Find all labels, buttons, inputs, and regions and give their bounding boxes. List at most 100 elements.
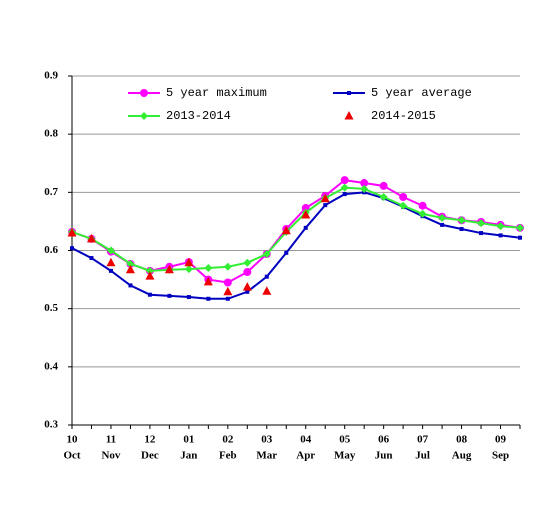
marker bbox=[125, 264, 135, 274]
marker bbox=[479, 231, 484, 236]
x-tick-label: 09 bbox=[495, 434, 507, 446]
marker bbox=[262, 249, 271, 258]
x-tick-sublabel: May bbox=[334, 450, 356, 462]
marker bbox=[225, 296, 230, 301]
x-tick-label: 10 bbox=[67, 434, 79, 446]
legend-marker bbox=[140, 89, 148, 97]
x-tick-sublabel: Jul bbox=[415, 450, 430, 462]
x-tick-label: 06 bbox=[378, 434, 390, 446]
marker bbox=[457, 216, 466, 225]
marker bbox=[164, 264, 174, 274]
marker bbox=[203, 276, 213, 286]
marker bbox=[145, 271, 155, 280]
marker bbox=[518, 235, 522, 240]
y-tick-label: 0.5 bbox=[44, 302, 58, 314]
marker bbox=[440, 222, 445, 227]
x-tick-sublabel: Feb bbox=[219, 450, 237, 462]
marker bbox=[399, 201, 408, 210]
x-tick-label: 01 bbox=[183, 434, 194, 446]
marker bbox=[223, 278, 232, 287]
marker bbox=[438, 213, 447, 222]
marker bbox=[86, 233, 96, 243]
marker bbox=[262, 286, 272, 295]
marker bbox=[243, 268, 252, 277]
marker bbox=[418, 201, 427, 210]
marker bbox=[67, 228, 77, 237]
legend-marker bbox=[140, 112, 148, 120]
marker bbox=[223, 286, 233, 296]
y-tick-label: 0.8 bbox=[44, 128, 58, 140]
x-tick-label: 02 bbox=[222, 434, 234, 446]
marker bbox=[323, 203, 328, 208]
y-tick-label: 0.3 bbox=[44, 419, 58, 431]
marker bbox=[108, 268, 113, 273]
x-tick-label: 11 bbox=[106, 434, 116, 446]
legend-marker bbox=[347, 91, 351, 95]
marker bbox=[167, 293, 172, 298]
legend-label: 5 year maximum bbox=[166, 86, 267, 100]
legend-marker bbox=[344, 111, 354, 120]
x-tick-sublabel: Oct bbox=[63, 450, 80, 462]
marker bbox=[147, 292, 152, 297]
marker bbox=[145, 266, 154, 275]
marker bbox=[360, 184, 369, 193]
x-tick-label: 03 bbox=[261, 434, 273, 446]
marker bbox=[106, 246, 115, 255]
marker bbox=[223, 262, 232, 271]
marker bbox=[498, 233, 503, 238]
marker bbox=[477, 219, 486, 228]
marker bbox=[379, 181, 388, 190]
marker bbox=[340, 183, 349, 192]
x-tick-sublabel: Mar bbox=[256, 450, 277, 462]
marker bbox=[301, 210, 311, 219]
series-line bbox=[71, 191, 521, 300]
legend-label: 2013-2014 bbox=[166, 109, 231, 123]
x-tick-sublabel: Apr bbox=[296, 450, 315, 462]
x-tick-sublabel: Sep bbox=[492, 450, 509, 462]
x-tick-label: 12 bbox=[144, 434, 156, 446]
marker bbox=[186, 295, 191, 300]
marker bbox=[281, 225, 291, 235]
marker bbox=[184, 265, 193, 274]
marker bbox=[303, 225, 308, 230]
y-tick-label: 0.9 bbox=[44, 70, 58, 82]
x-tick-label: 05 bbox=[339, 434, 351, 446]
marker bbox=[245, 289, 250, 294]
marker bbox=[418, 209, 427, 218]
marker bbox=[128, 283, 133, 288]
y-tick-label: 0.6 bbox=[44, 244, 58, 256]
marker bbox=[284, 250, 289, 255]
marker bbox=[379, 192, 388, 201]
marker bbox=[360, 179, 369, 188]
marker bbox=[264, 274, 269, 279]
legend-label: 2014-2015 bbox=[371, 109, 436, 123]
marker bbox=[320, 193, 330, 203]
series-line bbox=[71, 186, 521, 272]
x-tick-sublabel: Jun bbox=[375, 450, 393, 462]
y-tick-label: 0.7 bbox=[44, 186, 58, 198]
x-tick-sublabel: Jan bbox=[180, 450, 197, 462]
x-tick-sublabel: Aug bbox=[452, 450, 472, 462]
y-tick-label: 0.4 bbox=[44, 360, 58, 372]
x-tick-label: 07 bbox=[417, 434, 429, 446]
marker bbox=[516, 223, 524, 232]
marker bbox=[496, 222, 505, 231]
x-tick-label: 08 bbox=[456, 434, 468, 446]
marker bbox=[184, 257, 194, 267]
marker bbox=[106, 257, 116, 267]
x-tick-sublabel: Dec bbox=[141, 450, 159, 462]
x-tick-sublabel: Nov bbox=[101, 450, 120, 462]
marker bbox=[206, 296, 211, 301]
marker bbox=[204, 263, 213, 272]
marker bbox=[459, 226, 464, 231]
marker bbox=[126, 259, 135, 268]
marker bbox=[340, 176, 349, 185]
marker bbox=[70, 246, 74, 251]
x-tick-label: 04 bbox=[300, 434, 312, 446]
marker bbox=[242, 282, 252, 291]
legend-label: 5 year average bbox=[371, 86, 472, 100]
marker bbox=[89, 256, 94, 261]
marker bbox=[243, 258, 252, 267]
marker bbox=[342, 192, 347, 197]
